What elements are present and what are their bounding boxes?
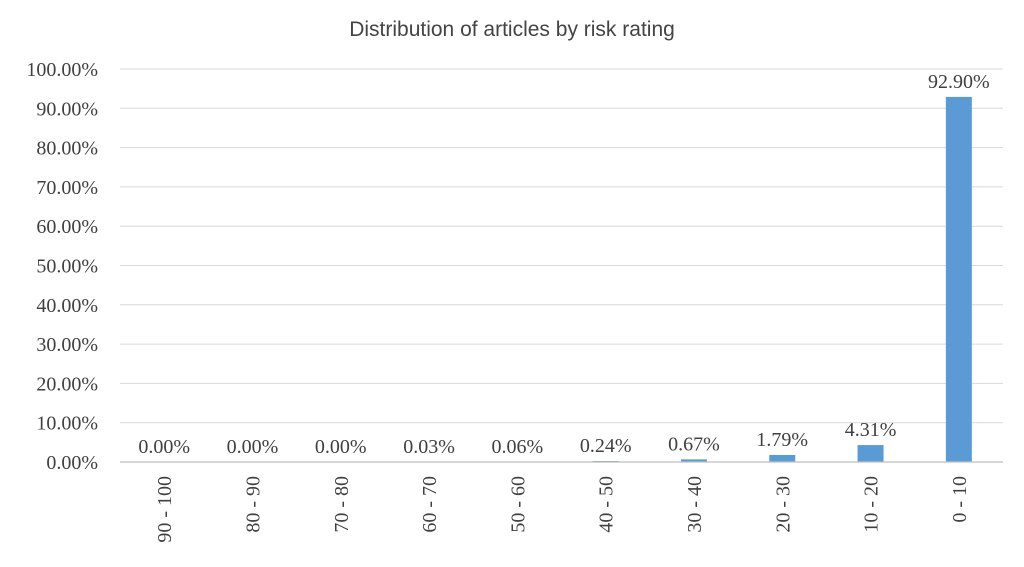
y-tick-label: 0.00%: [46, 452, 98, 474]
bars: [416, 96, 972, 462]
y-tick-label: 50.00%: [36, 256, 98, 278]
y-tick-label: 90.00%: [36, 98, 98, 120]
bar: [945, 96, 972, 462]
data-label: 0.00%: [315, 436, 367, 458]
chart-title: Distribution of articles by risk rating: [349, 18, 675, 41]
bar: [680, 459, 707, 462]
x-tick-label: 40 - 50: [596, 476, 618, 533]
y-tick-label: 60.00%: [36, 216, 98, 238]
y-tick-label: 30.00%: [36, 334, 98, 356]
data-label: 0.00%: [138, 436, 190, 458]
x-tick-label: 90 - 100: [154, 476, 176, 543]
gridlines: [120, 68, 1003, 424]
data-label: 0.00%: [227, 436, 279, 458]
data-label: 0.67%: [668, 433, 720, 455]
y-tick-label: 40.00%: [36, 295, 98, 317]
y-tick-label: 80.00%: [36, 138, 98, 160]
x-tick-label: 50 - 60: [507, 476, 529, 533]
data-label: 0.06%: [492, 436, 544, 458]
x-tick-label: 20 - 30: [772, 476, 794, 533]
x-tick-label: 80 - 90: [242, 476, 264, 533]
data-label: 92.90%: [928, 71, 990, 93]
bar: [857, 445, 884, 462]
y-tick-label: 20.00%: [36, 373, 98, 395]
x-tick-label: 10 - 20: [861, 476, 883, 533]
x-tick-label: 70 - 80: [331, 476, 353, 533]
x-tick-label: 60 - 70: [419, 476, 441, 533]
data-label: 1.79%: [756, 429, 808, 451]
data-label: 4.31%: [845, 419, 897, 441]
x-axis-ticks: 90 - 100 80 - 90 70 - 80 60 - 70 50 - 60 40 -…: [154, 476, 971, 543]
y-tick-label: 70.00%: [36, 177, 98, 199]
data-labels: 0.00% 0.00% 0.00% 0.03% 0.06% 0.24% 0.67% 1.79%…: [138, 71, 989, 458]
x-tick-label: 0 - 10: [949, 476, 971, 523]
data-label: 0.03%: [403, 436, 455, 458]
y-axis-ticks: 0.00% 10.00% 20.00% 30.00% 40.00% 50.00% 60.00…: [26, 59, 98, 474]
y-tick-label: 100.00%: [26, 59, 98, 81]
data-label: 0.24%: [580, 435, 632, 457]
bar: [769, 454, 796, 462]
y-tick-label: 10.00%: [36, 413, 98, 435]
x-tick-label: 30 - 40: [684, 476, 706, 533]
